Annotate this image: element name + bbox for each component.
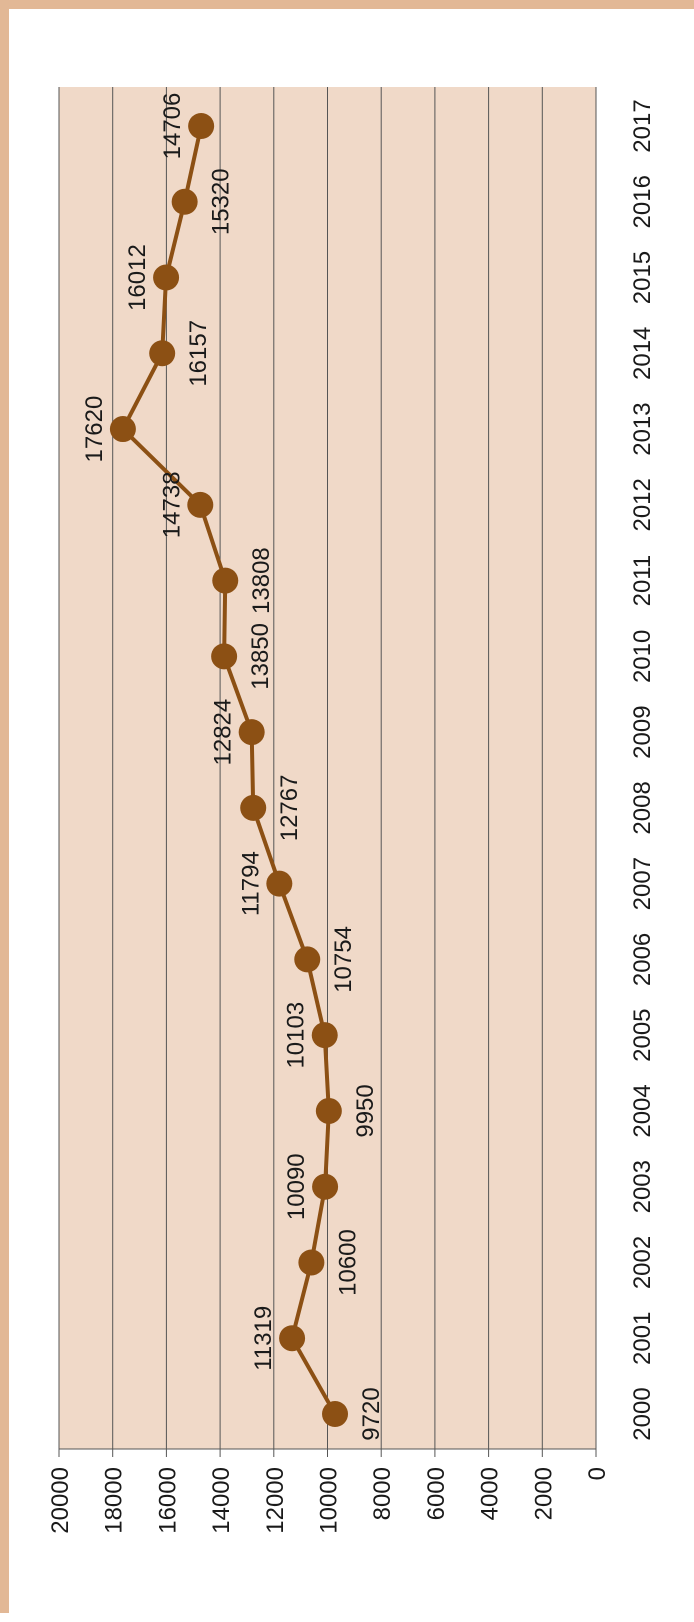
data-label: 13850 [247, 623, 274, 690]
category-tick-label: 2009 [629, 705, 656, 758]
data-label: 14738 [158, 471, 185, 538]
category-tick-label: 2010 [629, 630, 656, 683]
value-tick-label: 6000 [423, 1467, 450, 1520]
data-label: 16012 [124, 244, 151, 311]
data-point [171, 188, 198, 215]
category-tick-label: 2016 [629, 175, 656, 228]
value-tick-label: 10000 [316, 1467, 343, 1534]
value-tick-label: 18000 [101, 1467, 128, 1534]
data-label: 9720 [358, 1387, 385, 1440]
data-label: 12767 [276, 775, 303, 842]
data-point [298, 1249, 325, 1276]
value-tick-label: 16000 [154, 1467, 181, 1534]
data-point [238, 719, 265, 746]
category-tick-label: 2003 [629, 1160, 656, 1213]
data-point [311, 1022, 338, 1049]
category-tick-label: 2000 [629, 1387, 656, 1440]
data-point [211, 643, 238, 670]
data-label: 17620 [81, 396, 108, 463]
data-point [322, 1401, 349, 1427]
data-point [188, 113, 215, 139]
data-label: 10103 [283, 1002, 310, 1069]
value-tick-label: 12000 [262, 1467, 289, 1534]
data-point [266, 870, 293, 897]
data-point [279, 1325, 306, 1352]
data-label: 16157 [185, 320, 212, 387]
data-label: 11319 [250, 1306, 277, 1371]
category-tick-label: 2015 [629, 251, 656, 304]
category-tick-label: 2007 [629, 857, 656, 910]
category-tick-label: 2006 [629, 933, 656, 986]
category-tick-label: 2002 [629, 1236, 656, 1289]
data-label: 14706 [159, 93, 186, 160]
data-label: 10090 [283, 1153, 310, 1220]
category-tick-label: 2013 [629, 402, 656, 455]
category-tick-label: 2008 [629, 781, 656, 834]
category-tick-label: 2004 [629, 1084, 656, 1137]
data-point [312, 1173, 339, 1200]
data-label: 12824 [210, 699, 237, 766]
data-point [315, 1097, 342, 1124]
value-tick-label: 20000 [47, 1467, 74, 1534]
category-tick-label: 2012 [629, 478, 656, 531]
category-tick-label: 2001 [629, 1312, 656, 1365]
data-point [212, 567, 239, 594]
data-label: 10754 [330, 926, 357, 993]
category-tick-label: 2011 [629, 555, 656, 607]
data-point [240, 794, 267, 821]
value-tick-label: 14000 [208, 1467, 235, 1534]
data-point [153, 264, 180, 291]
data-label: 11794 [237, 851, 264, 916]
value-tick-label: 4000 [477, 1467, 504, 1520]
category-tick-label: 2005 [629, 1008, 656, 1061]
value-tick-label: 8000 [369, 1467, 396, 1520]
category-tick-label: 2014 [629, 327, 656, 380]
data-point [294, 946, 321, 973]
category-tick-label: 2017 [629, 99, 656, 152]
data-label: 9950 [352, 1084, 379, 1137]
data-point [149, 340, 176, 367]
line-chart: 0 2000 4000 6000 8000 10000 12000 14000 16000 180… [47, 87, 656, 1534]
data-label: 15320 [208, 168, 235, 235]
value-tick-label: 2000 [530, 1467, 557, 1520]
data-point [187, 491, 214, 518]
value-tick-label: 0 [584, 1467, 611, 1480]
data-label: 10600 [334, 1229, 361, 1296]
data-point [109, 416, 136, 443]
data-label: 13808 [248, 547, 275, 614]
